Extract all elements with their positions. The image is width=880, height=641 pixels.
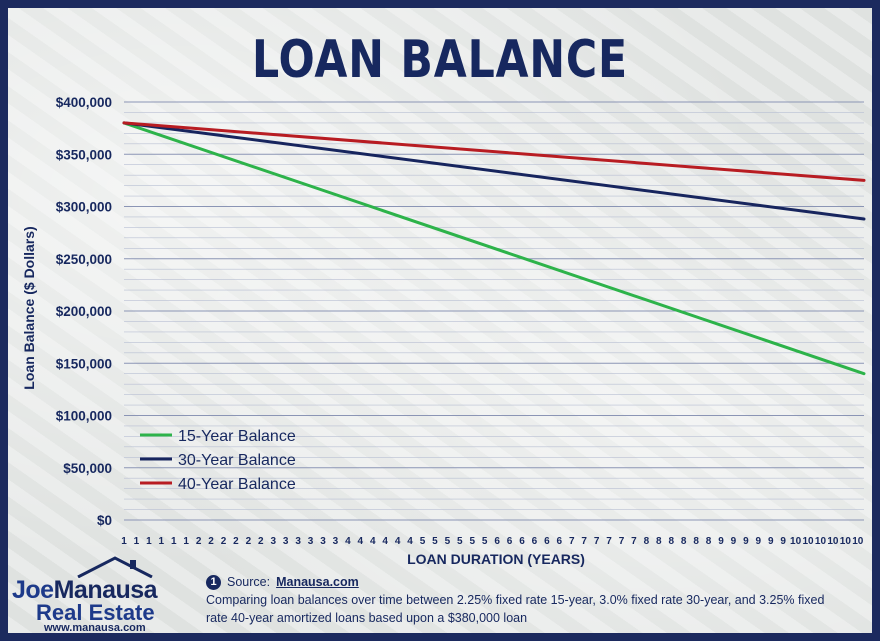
x-tick-label: 2 (196, 536, 202, 547)
grid-lines (124, 101, 864, 521)
x-tick-label: 2 (208, 536, 214, 547)
logo-subtitle: Real Estate (36, 600, 155, 625)
y-tick-label: $250,000 (56, 252, 112, 267)
source-line: 1 Source: Manausa.com (206, 573, 846, 591)
x-tick-label: 3 (308, 536, 314, 547)
x-tick-label: 3 (333, 536, 339, 547)
series-lines (122, 121, 866, 376)
line-chart: $0 $50,000 $100,000 $150,000 $200,000 $250,00… (21, 95, 866, 567)
x-tick-label: 5 (457, 536, 463, 547)
x-tick-label: 8 (668, 536, 674, 547)
x-tick-label: 1 (146, 536, 152, 547)
x-tick-label: 6 (494, 536, 500, 547)
y-axis-title: Loan Balance ($ Dollars) (21, 226, 37, 389)
x-tick-label: 6 (544, 536, 550, 547)
source-number-badge: 1 (206, 574, 221, 590)
source-label: Source: (227, 575, 271, 589)
x-tick-label: 9 (756, 536, 762, 547)
x-tick-label: 2 (221, 536, 227, 547)
x-tick-label: 10 (840, 536, 852, 547)
x-tick-label: 8 (681, 536, 687, 547)
x-tick-label: 10 (827, 536, 839, 547)
series-line-3 (122, 121, 866, 182)
y-tick-label: $50,000 (63, 461, 112, 476)
x-tick-label: 3 (270, 536, 276, 547)
x-tick-label: 4 (382, 536, 388, 547)
x-tick-label: 9 (780, 536, 786, 547)
legend-label: 30-Year Balance (178, 452, 296, 469)
x-tick-label: 7 (631, 536, 637, 547)
x-tick-label: 8 (656, 536, 662, 547)
x-tick-label: 10 (815, 536, 827, 547)
x-axis-title: LOAN DURATION (YEARS) (407, 551, 585, 567)
series-line-1 (122, 121, 866, 376)
x-tick-label: 5 (432, 536, 438, 547)
logo-first-name: Joe (12, 576, 54, 604)
x-tick-label: 8 (693, 536, 699, 547)
x-tick-label: 7 (606, 536, 612, 547)
x-tick-label: 4 (395, 536, 401, 547)
house-icon (77, 556, 153, 578)
x-tick-label: 1 (159, 536, 165, 547)
x-tick-label: 6 (507, 536, 513, 547)
logo-url[interactable]: www.manausa.com (44, 622, 146, 633)
x-tick-label: 9 (768, 536, 774, 547)
source-link[interactable]: Manausa.com (276, 575, 359, 589)
y-tick-label: $100,000 (56, 409, 112, 424)
company-logo[interactable]: JoeManausa Real Estate www.manausa.com (8, 556, 173, 633)
x-tick-label: 6 (532, 536, 538, 547)
x-tick-label: 1 (134, 536, 140, 547)
logo-name: JoeManausa (12, 576, 158, 605)
y-tick-label: $200,000 (56, 304, 112, 319)
x-tick-label: 7 (569, 536, 575, 547)
x-tick-label: 7 (581, 536, 587, 547)
x-tick-label: 3 (320, 536, 326, 547)
x-tick-label: 5 (482, 536, 488, 547)
x-tick-label: 1 (121, 536, 127, 547)
y-tick-label: $0 (97, 513, 112, 528)
series-line-2 (122, 121, 866, 221)
y-tick-label: $300,000 (56, 200, 112, 215)
x-tick-label: 4 (370, 536, 376, 547)
chart-title: LOAN BALANCE (252, 30, 628, 90)
source-description: Comparing loan balances over time betwee… (206, 593, 825, 625)
x-tick-label: 9 (743, 536, 749, 547)
y-axis-ticks: $0 $50,000 $100,000 $150,000 $200,000 $250,00… (56, 95, 112, 528)
source-note: 1 Source: Manausa.com Comparing loan bal… (206, 573, 846, 627)
x-tick-label: 2 (246, 536, 252, 547)
logo-last-name: Manausa (53, 576, 158, 604)
x-tick-label: 8 (644, 536, 650, 547)
x-tick-label: 10 (852, 536, 864, 547)
x-tick-label: 1 (171, 536, 177, 547)
x-tick-label: 5 (445, 536, 451, 547)
x-tick-label: 4 (358, 536, 364, 547)
y-tick-label: $150,000 (56, 356, 112, 371)
x-tick-label: 10 (790, 536, 802, 547)
legend-label: 40-Year Balance (178, 476, 296, 493)
x-tick-label: 4 (407, 536, 413, 547)
x-tick-label: 9 (718, 536, 724, 547)
x-tick-label: 8 (706, 536, 712, 547)
x-tick-label: 6 (519, 536, 525, 547)
x-tick-label: 5 (469, 536, 475, 547)
y-tick-label: $400,000 (56, 95, 112, 110)
x-tick-label: 4 (345, 536, 351, 547)
x-tick-label: 9 (731, 536, 737, 547)
x-tick-label: 2 (233, 536, 239, 547)
x-tick-label: 7 (594, 536, 600, 547)
legend-label: 15-Year Balance (178, 428, 296, 445)
x-tick-label: 10 (802, 536, 814, 547)
x-tick-label: 7 (619, 536, 625, 547)
legend: 15-Year Balance 30-Year Balance 40-Year Ba… (140, 428, 296, 493)
x-tick-label: 3 (283, 536, 289, 547)
x-tick-label: 6 (557, 536, 563, 547)
x-tick-label: 2 (258, 536, 264, 547)
chart-frame: LOAN BALANCE $0 $50,000 $100,000 $150,000 $2… (8, 8, 872, 633)
x-tick-label: 5 (420, 536, 426, 547)
y-tick-label: $350,000 (56, 147, 112, 162)
x-tick-label: 3 (295, 536, 301, 547)
x-tick-label: 1 (183, 536, 189, 547)
